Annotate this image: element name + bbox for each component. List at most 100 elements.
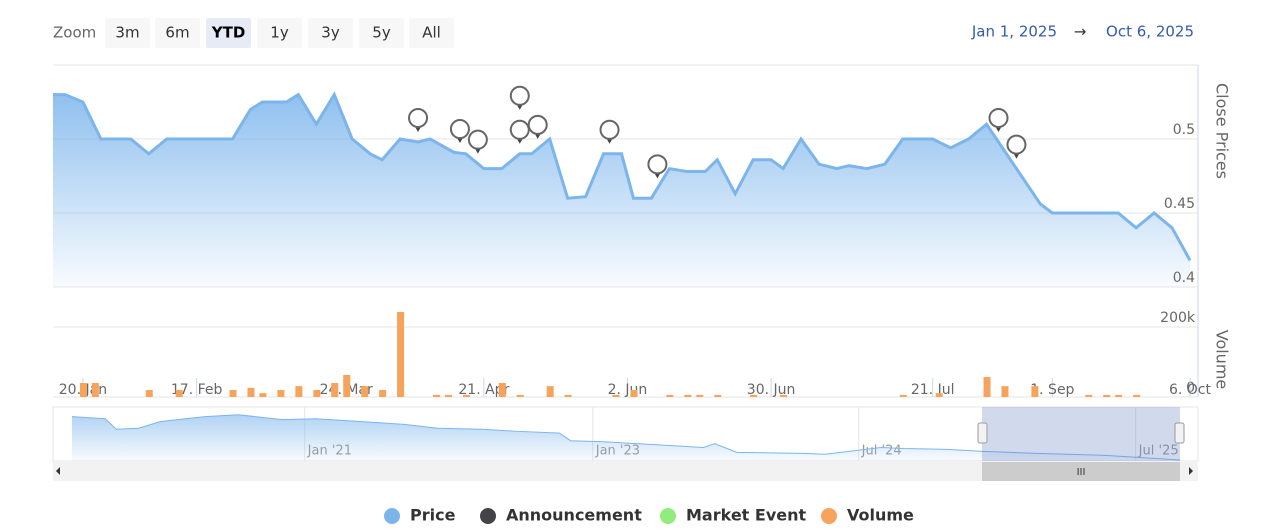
x-tick-label: 6. Oct xyxy=(1169,382,1212,398)
flag-head xyxy=(467,129,488,150)
bar xyxy=(277,390,285,397)
bar xyxy=(259,393,267,397)
bar xyxy=(1031,386,1039,397)
bar xyxy=(1001,386,1009,397)
bar xyxy=(229,390,237,397)
bar xyxy=(79,383,87,397)
navigator-selection[interactable] xyxy=(982,407,1180,461)
flag[interactable] xyxy=(509,85,530,110)
scroll-left[interactable] xyxy=(56,467,60,475)
bar xyxy=(361,386,369,397)
bar xyxy=(516,394,524,397)
zoom-button[interactable] xyxy=(105,18,150,48)
flag-head xyxy=(509,119,530,140)
zoom-button[interactable] xyxy=(359,18,404,48)
bar xyxy=(379,390,387,397)
flag[interactable] xyxy=(449,119,470,144)
flag[interactable] xyxy=(467,129,488,154)
zoom-button[interactable] xyxy=(206,18,251,48)
bar xyxy=(935,393,943,397)
x-tick-label: 21. Jul xyxy=(911,382,955,398)
x-tick-label: 17. Feb xyxy=(171,382,223,398)
bar xyxy=(1103,394,1111,397)
legend-marker[interactable] xyxy=(480,508,496,524)
bar xyxy=(247,387,255,397)
legend-label[interactable]: Price xyxy=(410,506,456,525)
flag[interactable] xyxy=(599,119,620,144)
bar xyxy=(630,390,638,397)
bar xyxy=(780,394,788,397)
zoom-button[interactable] xyxy=(257,18,302,48)
flag[interactable] xyxy=(988,107,1009,132)
bar xyxy=(444,394,452,397)
legend-label[interactable]: Volume xyxy=(847,506,914,525)
range-to[interactable]: Oct 6, 2025 xyxy=(1106,23,1194,41)
scroll-right[interactable] xyxy=(1189,467,1193,475)
y-tick-label: 200k xyxy=(1160,310,1196,326)
bar xyxy=(313,390,321,397)
zoom-button-label[interactable]: 3m xyxy=(115,24,139,42)
range-arrow: → xyxy=(1074,23,1087,41)
zoom-button-label[interactable]: All xyxy=(422,24,441,42)
bar xyxy=(462,394,470,397)
axis-title: Close Prices xyxy=(1213,83,1232,179)
area xyxy=(72,414,1180,461)
flag-head xyxy=(509,85,530,106)
scrollbar[interactable] xyxy=(53,462,1198,481)
flag-head xyxy=(647,154,668,175)
range-from[interactable]: Jan 1, 2025 xyxy=(971,23,1057,41)
y-tick-label: 0.5 xyxy=(1173,122,1195,138)
y-tick-label: 0.45 xyxy=(1164,196,1195,212)
bar xyxy=(295,386,303,397)
bar xyxy=(684,394,692,397)
scrollbar-thumb[interactable] xyxy=(982,462,1180,481)
bar xyxy=(564,394,572,397)
zoom-button[interactable] xyxy=(409,18,454,48)
navigator-handle[interactable] xyxy=(977,422,988,444)
zoom-label: Zoom xyxy=(53,24,96,42)
flag-head xyxy=(988,107,1009,128)
x-tick-label: Jul '25 xyxy=(1138,444,1179,459)
area xyxy=(53,94,1190,287)
flag[interactable] xyxy=(527,114,548,139)
legend-label[interactable]: Market Event xyxy=(686,506,806,525)
navigator-handle[interactable] xyxy=(1174,422,1185,444)
flag[interactable] xyxy=(647,154,668,179)
bar xyxy=(331,383,339,397)
bar xyxy=(1115,394,1123,397)
x-tick-label: 1. Sep xyxy=(1030,382,1074,398)
flag-head xyxy=(599,119,620,140)
bar xyxy=(750,394,758,397)
zoom-button[interactable] xyxy=(155,18,200,48)
bar xyxy=(343,374,351,397)
bar xyxy=(1085,394,1093,397)
legend-marker[interactable] xyxy=(660,508,676,524)
axis-title: Volume xyxy=(1213,330,1232,390)
flag-head xyxy=(1006,134,1027,155)
flag[interactable] xyxy=(408,107,429,132)
zoom-button-label[interactable]: 5y xyxy=(372,24,391,42)
zoom-button-label[interactable]: 3y xyxy=(321,24,340,42)
legend-label[interactable]: Announcement xyxy=(506,506,642,525)
bar xyxy=(696,394,704,397)
bar xyxy=(432,394,440,397)
zoom-button[interactable] xyxy=(308,18,353,48)
legend-marker[interactable] xyxy=(821,508,837,524)
line xyxy=(53,91,1192,262)
bar xyxy=(612,394,620,397)
x-tick-label: 30. Jun xyxy=(747,382,796,398)
zoom-button-label[interactable]: 1y xyxy=(270,24,289,42)
flag[interactable] xyxy=(1006,134,1027,159)
zoom-button-label[interactable]: 6m xyxy=(165,24,189,42)
bar xyxy=(546,386,554,397)
legend-marker[interactable] xyxy=(384,508,400,524)
flag[interactable] xyxy=(509,119,530,144)
bar xyxy=(498,383,506,397)
bar xyxy=(397,311,405,397)
x-tick-label: 21. Apr xyxy=(458,382,509,398)
zoom-button-label[interactable]: YTD xyxy=(211,24,246,42)
bar xyxy=(983,377,991,397)
bar xyxy=(91,383,99,397)
bar xyxy=(899,394,907,397)
